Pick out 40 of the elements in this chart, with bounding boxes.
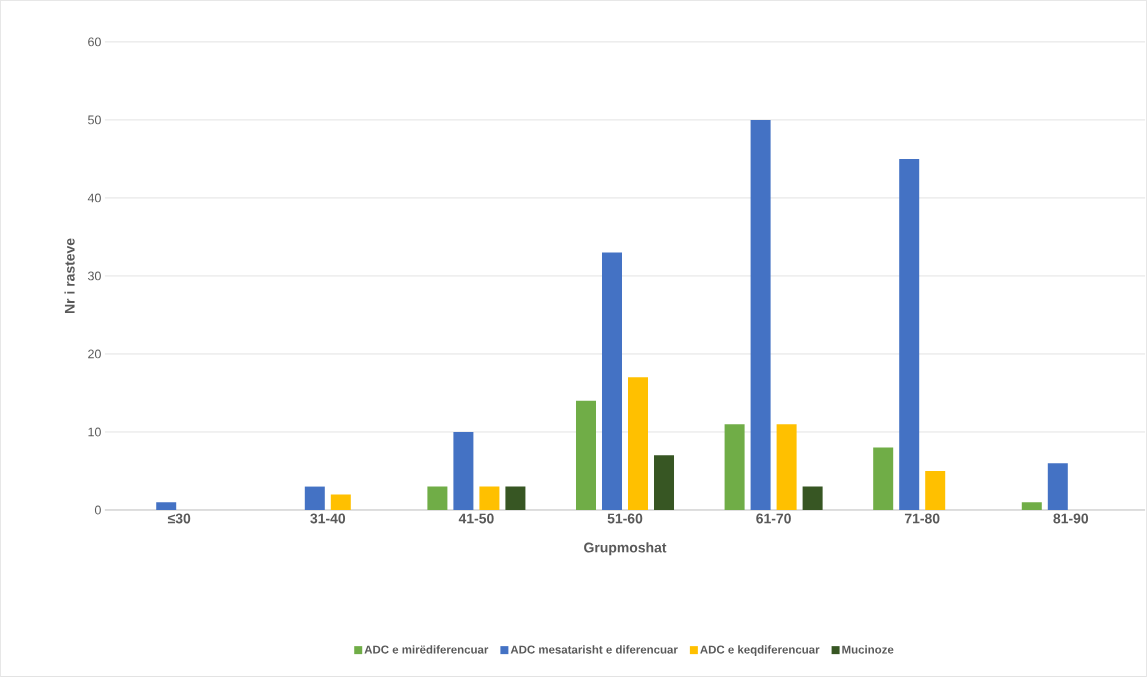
bar xyxy=(304,486,325,511)
legend-label: Mucinoze xyxy=(842,645,894,654)
y-tick-label: 50 xyxy=(88,115,101,125)
legend-label: ADC mesatarisht e diferencuar xyxy=(510,645,678,654)
bar xyxy=(750,119,771,511)
y-tick-label: 20 xyxy=(88,349,101,359)
bar xyxy=(654,455,675,511)
bar xyxy=(330,494,351,511)
x-tick-label: 51-60 xyxy=(607,513,643,524)
bar xyxy=(156,502,177,511)
bar xyxy=(925,471,946,511)
bar xyxy=(575,400,596,511)
y-tick-label: 40 xyxy=(87,193,101,203)
x-tick-label: 71-80 xyxy=(904,513,940,524)
bar xyxy=(724,424,745,511)
bar xyxy=(802,486,823,511)
bar xyxy=(505,486,526,511)
bar xyxy=(479,486,500,511)
x-tick-label: 81-90 xyxy=(1053,513,1089,524)
y-tick-label: 30 xyxy=(88,271,101,281)
y-axis-title: Nr i rasteve xyxy=(64,238,75,314)
x-axis-title: Grupmoshat xyxy=(584,542,667,556)
bar xyxy=(427,486,448,511)
y-tick-label: 10 xyxy=(88,427,101,437)
x-tick-label: ≤30 xyxy=(167,513,191,524)
bar xyxy=(1047,463,1068,511)
y-tick-label: 60 xyxy=(88,37,101,47)
bar xyxy=(602,252,622,511)
y-tick-label: 0 xyxy=(94,505,101,515)
bar xyxy=(628,377,649,511)
bar xyxy=(776,424,797,511)
x-tick-label: 41-50 xyxy=(458,513,494,524)
x-tick-label: 61-70 xyxy=(756,513,791,524)
bar xyxy=(453,432,474,511)
bar xyxy=(899,158,920,511)
bar xyxy=(873,447,894,511)
legend-label: ADC e keqdiferencuar xyxy=(700,645,820,656)
bar xyxy=(1021,502,1042,511)
legend-label: ADC e mirëdiferencuar xyxy=(364,645,489,654)
x-tick-label: 31-40 xyxy=(310,513,346,524)
